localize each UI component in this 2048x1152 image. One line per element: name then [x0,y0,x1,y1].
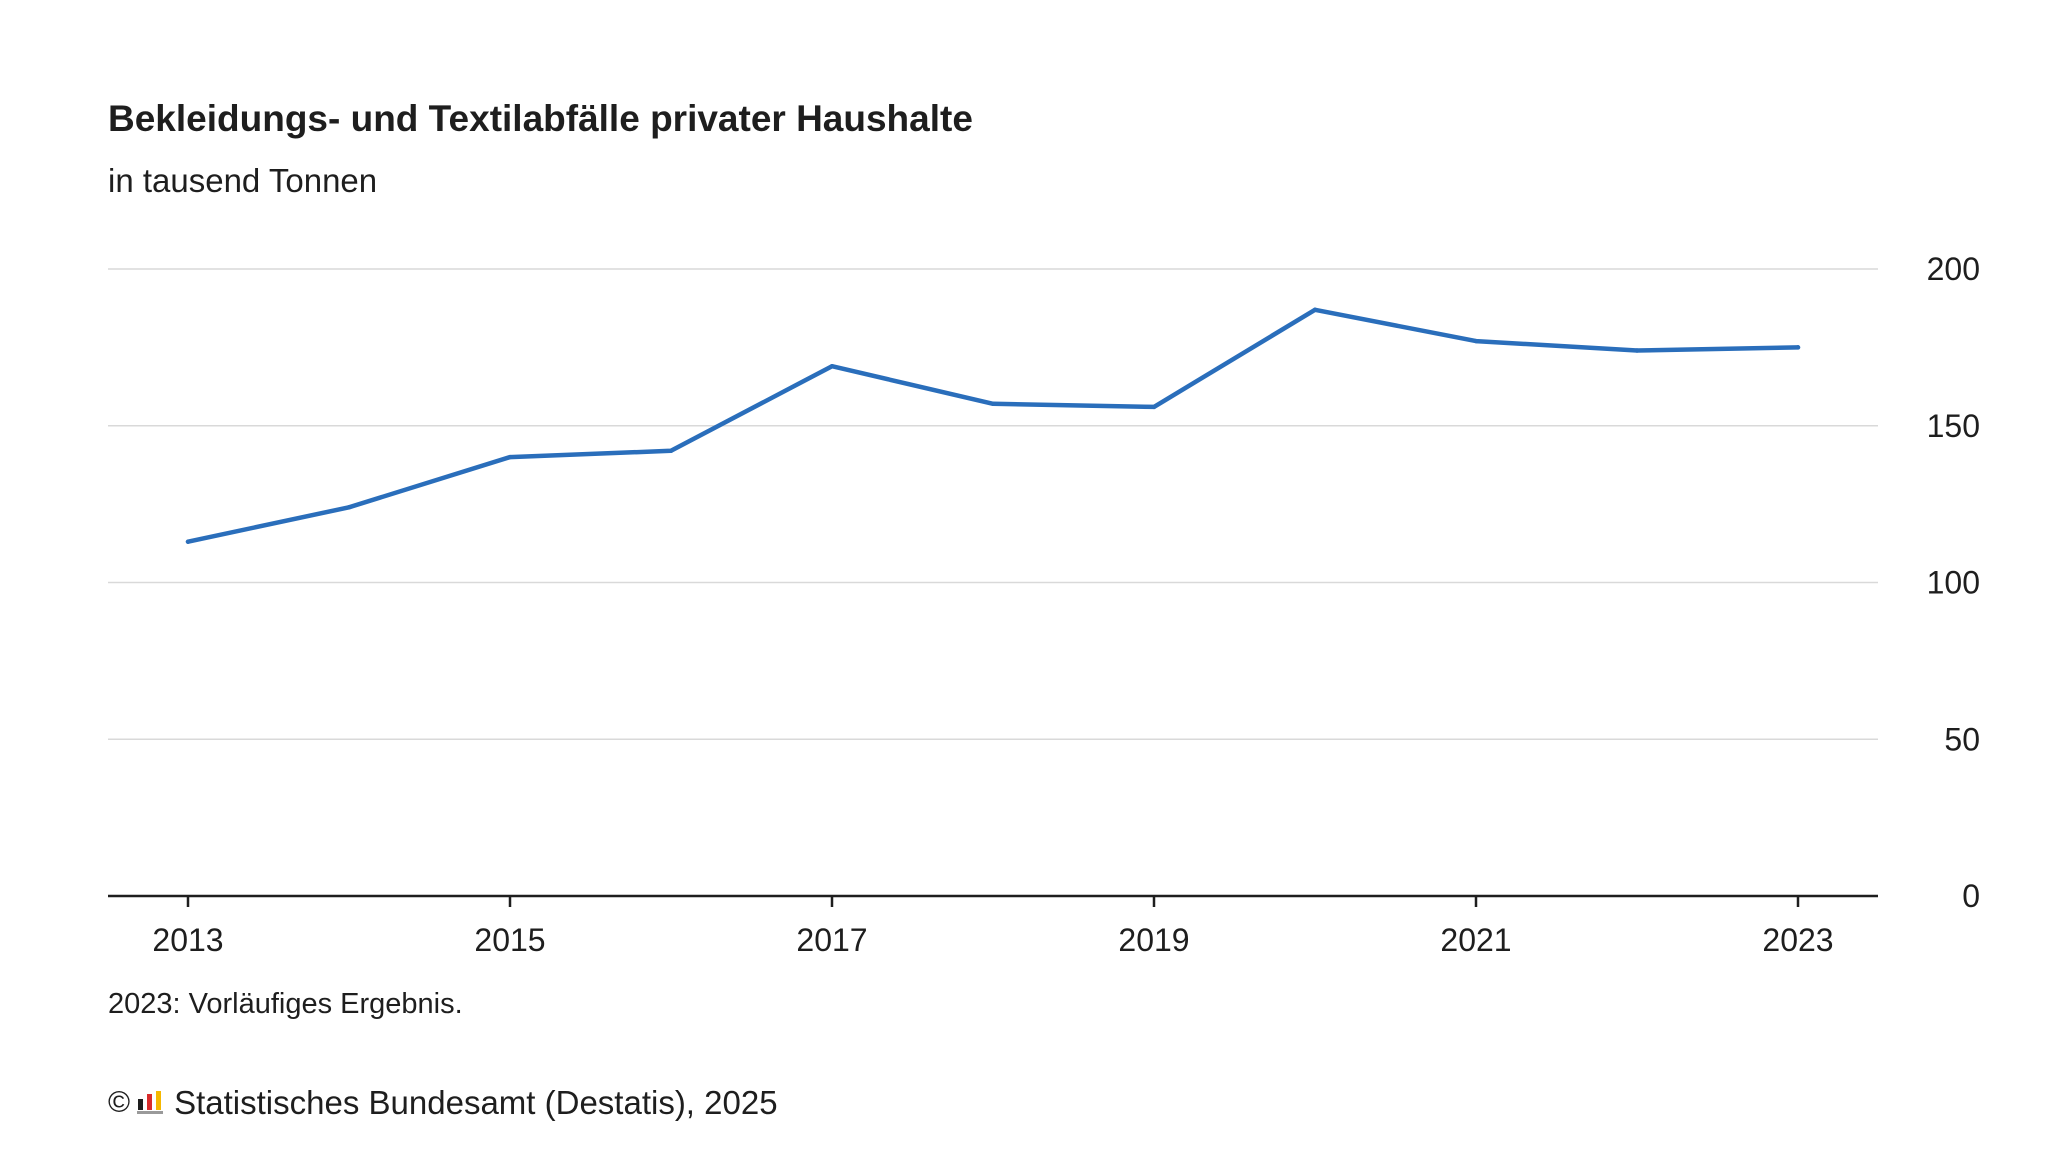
x-tick-labels: 2013 2015 2017 2019 2021 2023 [152,922,1833,958]
chart-title: Bekleidungs- und Textilabfälle privater … [108,98,973,139]
y-axis: 0 50 100 150 200 [1927,251,1980,914]
x-axis [108,894,1878,907]
source-text: Statistisches Bundesamt (Destatis), 2025 [174,1084,778,1121]
data-point [990,401,996,407]
chart-footnote: 2023: Vorläufiges Ergebnis. [108,988,463,1020]
destatis-logo-icon [137,1091,164,1114]
data-point [185,539,191,544]
data-point [1151,404,1157,410]
source-line: © Statistisches Bundesamt (Destatis), 20… [108,1084,778,1122]
y-tick-label: 100 [1927,565,1980,601]
x-tick-label: 2023 [1762,922,1833,958]
y-tick-label: 50 [1944,721,1980,757]
x-tick-label: 2015 [474,922,545,958]
data-point [1473,338,1479,344]
data-point [507,454,513,460]
chart-subtitle: in tausend Tonnen [108,162,378,199]
data-point [1634,348,1640,353]
data-point [346,505,352,510]
data-point [668,448,674,454]
data-point [1312,307,1318,312]
series [185,307,1801,544]
x-tick-label: 2013 [152,922,223,958]
data-point [1795,345,1801,350]
y-tick-label: 150 [1927,408,1980,444]
x-tick-label: 2021 [1440,922,1511,958]
y-tick-label: 200 [1927,251,1980,287]
copyright-symbol: © [108,1086,131,1119]
data-point [829,363,835,369]
y-tick-label: 0 [1962,878,1980,914]
gridlines [108,268,1878,740]
x-tick-label: 2017 [796,922,867,958]
x-tick-label: 2019 [1118,922,1189,958]
